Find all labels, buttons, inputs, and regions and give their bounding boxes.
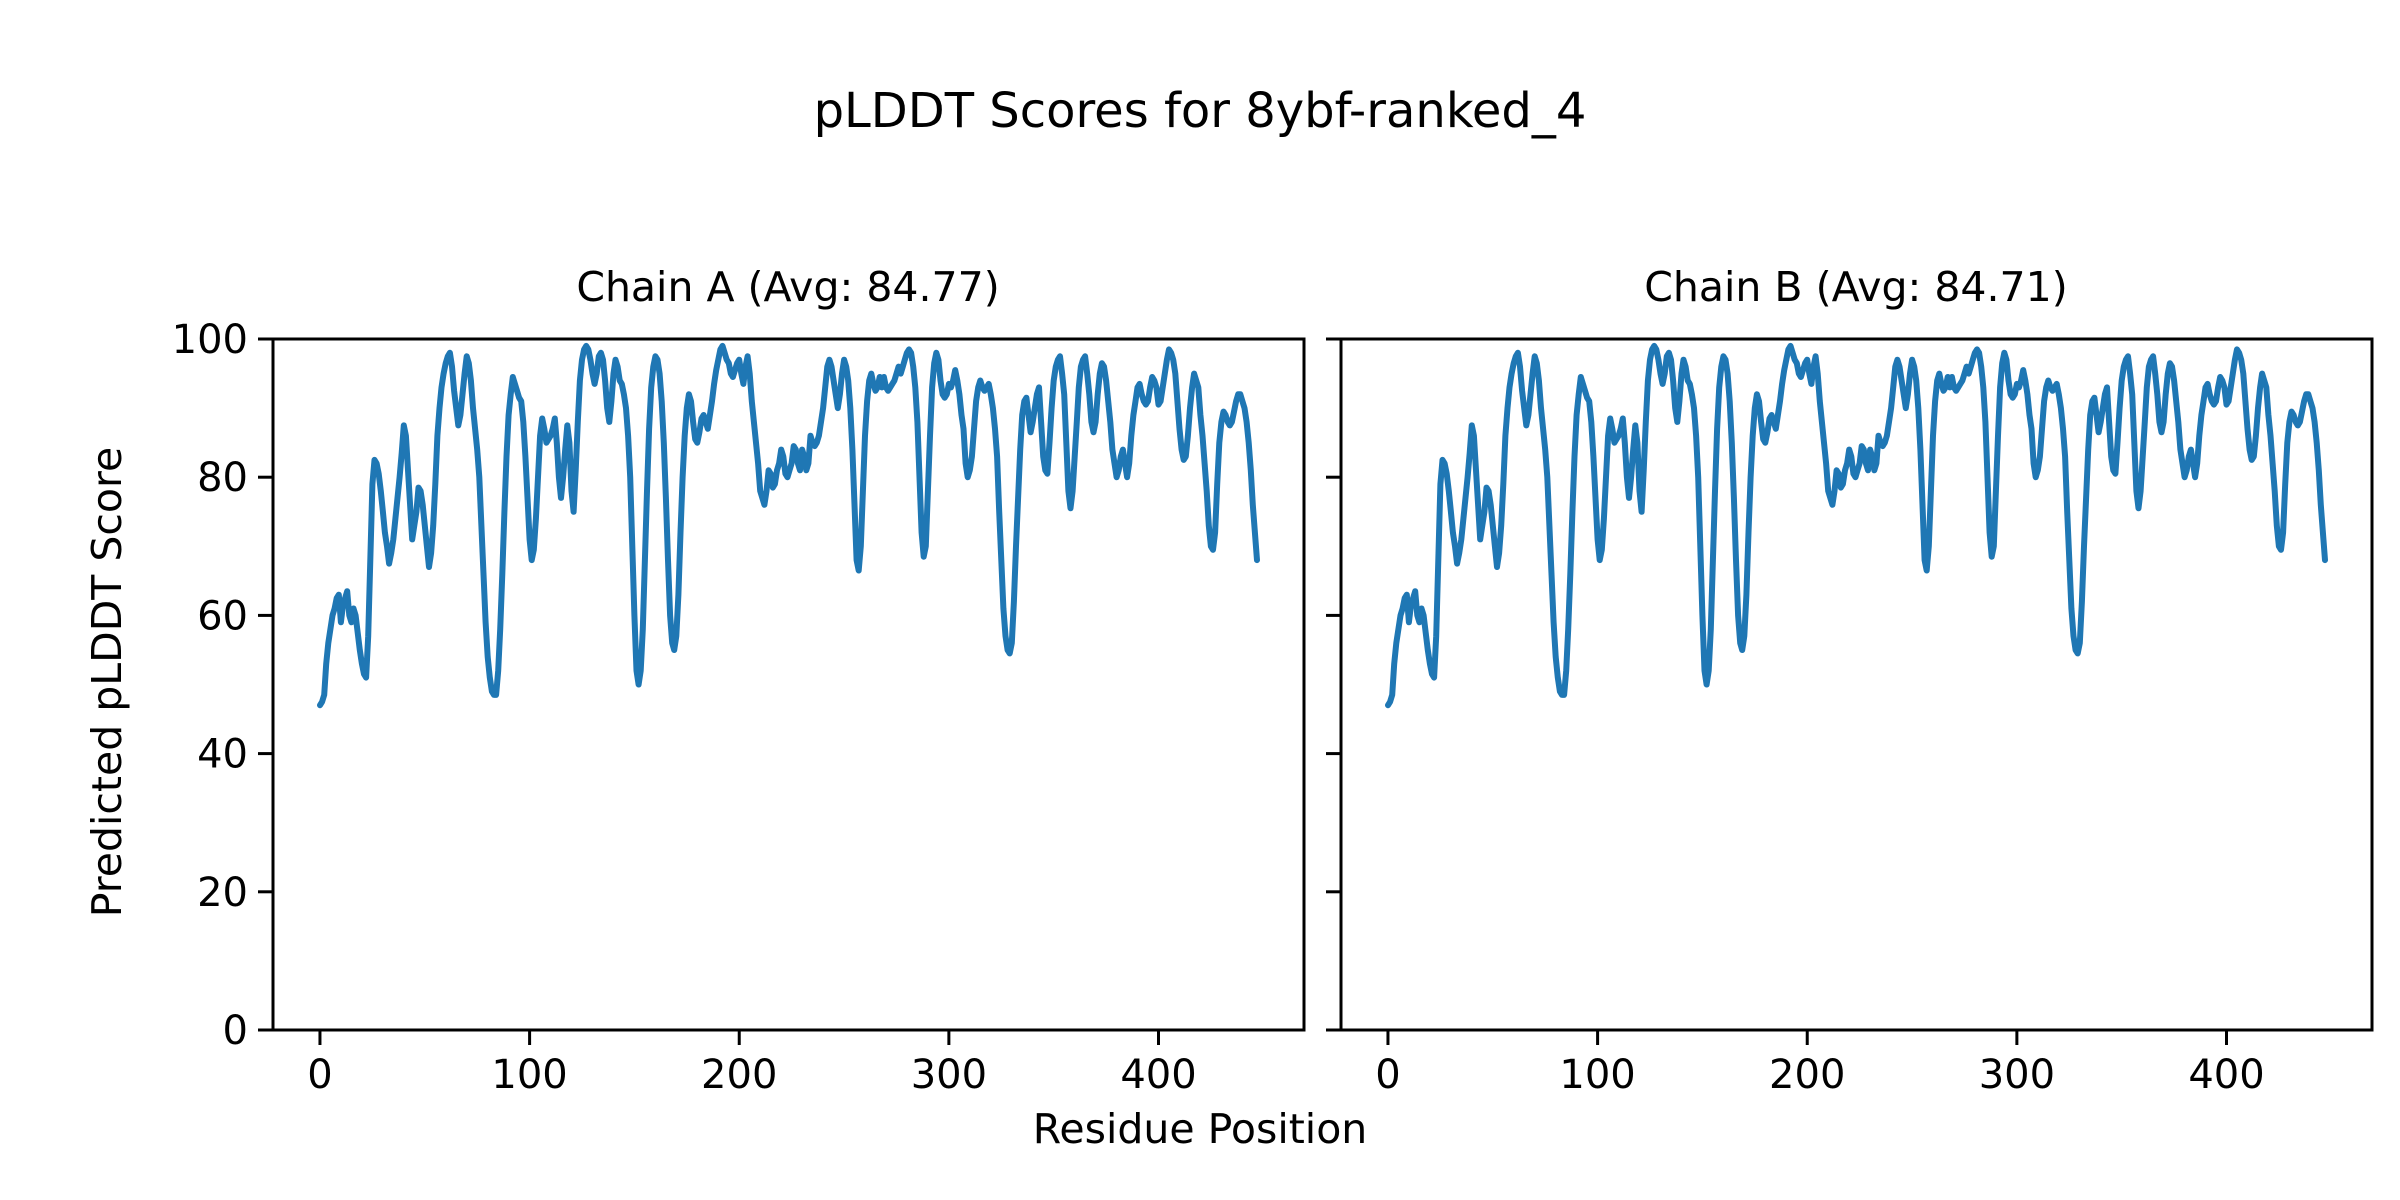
x-tick-label: 400: [1120, 1052, 1196, 1098]
x-tick-label: 0: [1375, 1052, 1400, 1098]
x-tick-label: 400: [2188, 1052, 2264, 1098]
x-tick-label: 200: [1769, 1052, 1845, 1098]
subplot-title-chain-a: Chain A (Avg: 84.77): [576, 263, 1000, 311]
axes-spines: [271, 337, 1306, 1032]
x-axis-label: Residue Position: [1032, 1105, 1368, 1153]
y-tick-label: 20: [197, 870, 248, 916]
y-tick-label: 40: [197, 732, 248, 778]
y-tick-label: 60: [197, 593, 248, 639]
subplot-chain-a-axes: 0 100 200 300 400 0 20 40 60 80 100: [172, 317, 1306, 1098]
subplot-title-chain-b: Chain B (Avg: 84.71): [1644, 263, 2068, 311]
plddt-line-chain-a: [317, 342, 1260, 709]
y-tick-label: 80: [197, 455, 248, 501]
plddt-line-chain-b: [1385, 342, 2328, 709]
x-tick-label: 100: [491, 1052, 567, 1098]
x-tick-label: 300: [911, 1052, 987, 1098]
x-tick-label: 100: [1559, 1052, 1635, 1098]
x-tick-label: 300: [1979, 1052, 2055, 1098]
y-tick-label: 100: [172, 317, 248, 363]
y-axis-label: Predicted pLDDT Score: [83, 446, 131, 918]
y-tick-label: 0: [223, 1008, 248, 1054]
x-tick-label: 0: [307, 1052, 332, 1098]
axes-spines: [1339, 337, 2374, 1032]
subplot-chain-b-axes: 0 100 200 300 400: [1326, 337, 2374, 1098]
x-tick-label: 200: [701, 1052, 777, 1098]
figure-suptitle: pLDDT Scores for 8ybf-ranked_4: [813, 83, 1587, 139]
